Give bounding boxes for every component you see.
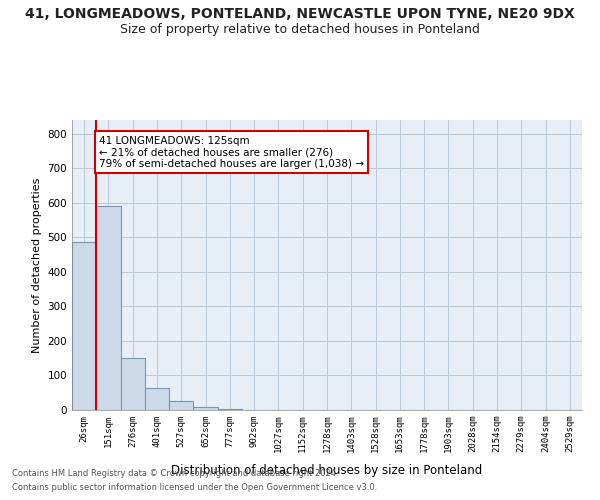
Bar (169, 402, 193, 410)
Text: Contains HM Land Registry data © Crown copyright and database right 2024.: Contains HM Land Registry data © Crown c… (12, 468, 338, 477)
Bar (72, 242, 96, 410)
Bar (96, 206, 121, 410)
X-axis label: Distribution of detached houses by size in Ponteland: Distribution of detached houses by size … (172, 464, 482, 476)
Text: Contains public sector information licensed under the Open Government Licence v3: Contains public sector information licen… (12, 484, 377, 492)
Text: Size of property relative to detached houses in Ponteland: Size of property relative to detached ho… (120, 22, 480, 36)
Text: 41, LONGMEADOWS, PONTELAND, NEWCASTLE UPON TYNE, NE20 9DX: 41, LONGMEADOWS, PONTELAND, NEWCASTLE UP… (25, 8, 575, 22)
Bar (193, 407, 218, 410)
Y-axis label: Number of detached properties: Number of detached properties (32, 178, 42, 352)
Bar (121, 358, 145, 410)
Bar (145, 388, 169, 410)
Text: 41 LONGMEADOWS: 125sqm
← 21% of detached houses are smaller (276)
79% of semi-de: 41 LONGMEADOWS: 125sqm ← 21% of detached… (99, 136, 364, 168)
